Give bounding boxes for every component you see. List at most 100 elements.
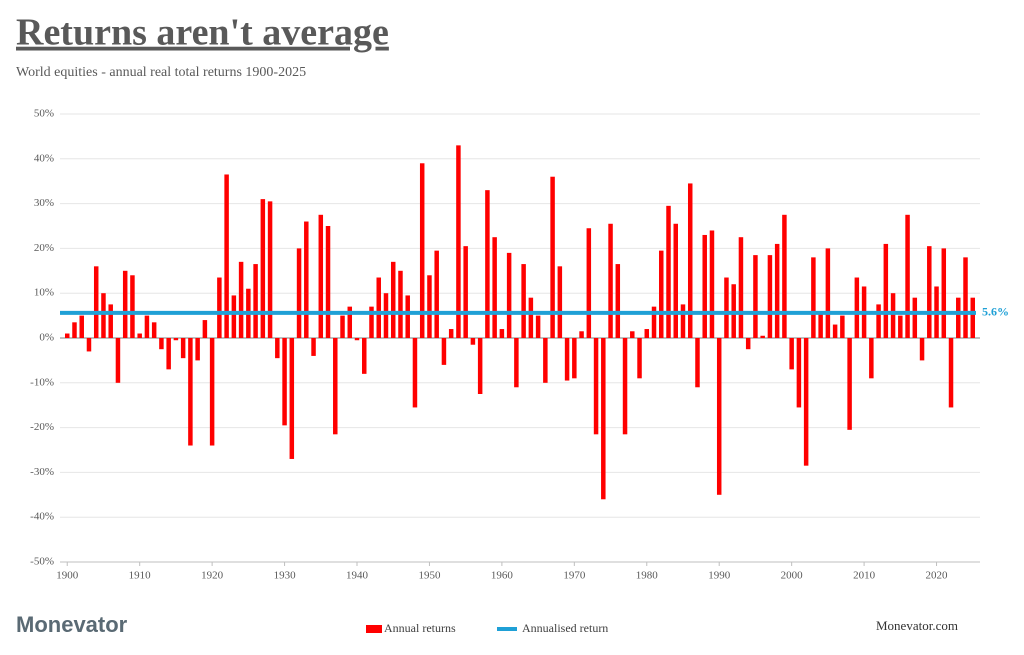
bar [137, 333, 142, 338]
bar [267, 201, 273, 338]
bar [151, 322, 157, 338]
bar [260, 199, 266, 338]
bar [144, 315, 150, 338]
bar [130, 275, 135, 338]
bar [354, 338, 360, 341]
x-tick-label: 2020 [926, 570, 949, 582]
bar [463, 246, 468, 338]
title: Returns aren't average [16, 12, 389, 54]
bar [209, 338, 215, 446]
bar [224, 174, 229, 338]
y-tick-label: -20% [30, 421, 54, 433]
bar [398, 270, 403, 338]
y-tick-label: 0% [39, 332, 54, 344]
bar [514, 338, 519, 388]
bar [419, 163, 425, 338]
x-tick-label: 1920 [201, 570, 224, 582]
bar [180, 338, 186, 359]
bar [376, 277, 381, 338]
bar [485, 190, 490, 338]
x-tick-label: 1970 [563, 570, 586, 582]
bar [919, 338, 925, 361]
bar [434, 250, 439, 338]
bar [579, 331, 584, 338]
x-tick-label: 1930 [274, 570, 297, 582]
bar [340, 315, 345, 338]
legend-swatch [366, 625, 382, 633]
x-tick-label: 1990 [708, 570, 731, 582]
bar [651, 306, 657, 338]
bar [840, 315, 845, 338]
y-tick-label: 20% [34, 242, 54, 254]
bar [956, 297, 961, 338]
bar [760, 335, 765, 338]
bar [86, 338, 92, 352]
bar [166, 338, 171, 370]
bar [630, 331, 635, 338]
bar [963, 257, 968, 338]
bar [72, 322, 77, 338]
y-tick-label: -30% [30, 466, 54, 478]
y-tick-label: -50% [30, 556, 54, 568]
bar [405, 295, 410, 338]
bar [869, 338, 874, 379]
bar [93, 266, 99, 338]
site: Monevator.com [876, 618, 958, 633]
bar [550, 176, 555, 338]
bar [680, 304, 686, 338]
bar [789, 338, 794, 370]
y-tick-label: 10% [34, 287, 54, 299]
bar [318, 214, 324, 338]
bar [477, 338, 483, 394]
x-tick-label: 1980 [636, 570, 659, 582]
bar [304, 221, 309, 338]
bar [173, 338, 179, 341]
bar [122, 270, 128, 338]
bar [912, 297, 918, 338]
bar [608, 223, 613, 338]
bar [390, 261, 396, 338]
bar [825, 248, 831, 338]
bar [282, 338, 287, 426]
bar [217, 277, 222, 338]
bar [441, 338, 447, 365]
bar [898, 315, 903, 338]
bar [753, 255, 758, 338]
bar [709, 230, 715, 338]
bar [615, 264, 621, 338]
x-tick-label: 2010 [853, 570, 876, 582]
bar [905, 214, 910, 338]
bar [724, 277, 729, 338]
bar [832, 324, 838, 338]
bar [231, 295, 237, 338]
bar [666, 205, 671, 338]
bar [847, 338, 852, 430]
y-tick-label: 40% [34, 152, 54, 164]
bar [702, 234, 707, 338]
subtitle: World equities - annual real total retur… [16, 65, 306, 80]
bar [854, 277, 860, 338]
y-tick-label: -10% [30, 376, 54, 388]
logo: Monevator [16, 612, 128, 637]
bar [383, 293, 389, 338]
bar [796, 338, 802, 408]
bar [774, 243, 780, 338]
bar [970, 297, 976, 338]
bar [745, 338, 751, 350]
bar [499, 329, 505, 338]
bar [115, 338, 121, 383]
x-tick-label: 1960 [491, 570, 514, 582]
bar [412, 338, 418, 408]
x-tick-label: 2000 [781, 570, 804, 582]
y-tick-label: 30% [34, 197, 54, 209]
bar [572, 338, 577, 379]
bar [275, 338, 280, 359]
bar [456, 145, 461, 338]
bar [644, 329, 650, 338]
bar [108, 304, 113, 338]
bar [586, 228, 592, 338]
bar [195, 338, 200, 361]
bar [325, 226, 331, 338]
bar [64, 333, 70, 338]
bar [767, 255, 773, 338]
